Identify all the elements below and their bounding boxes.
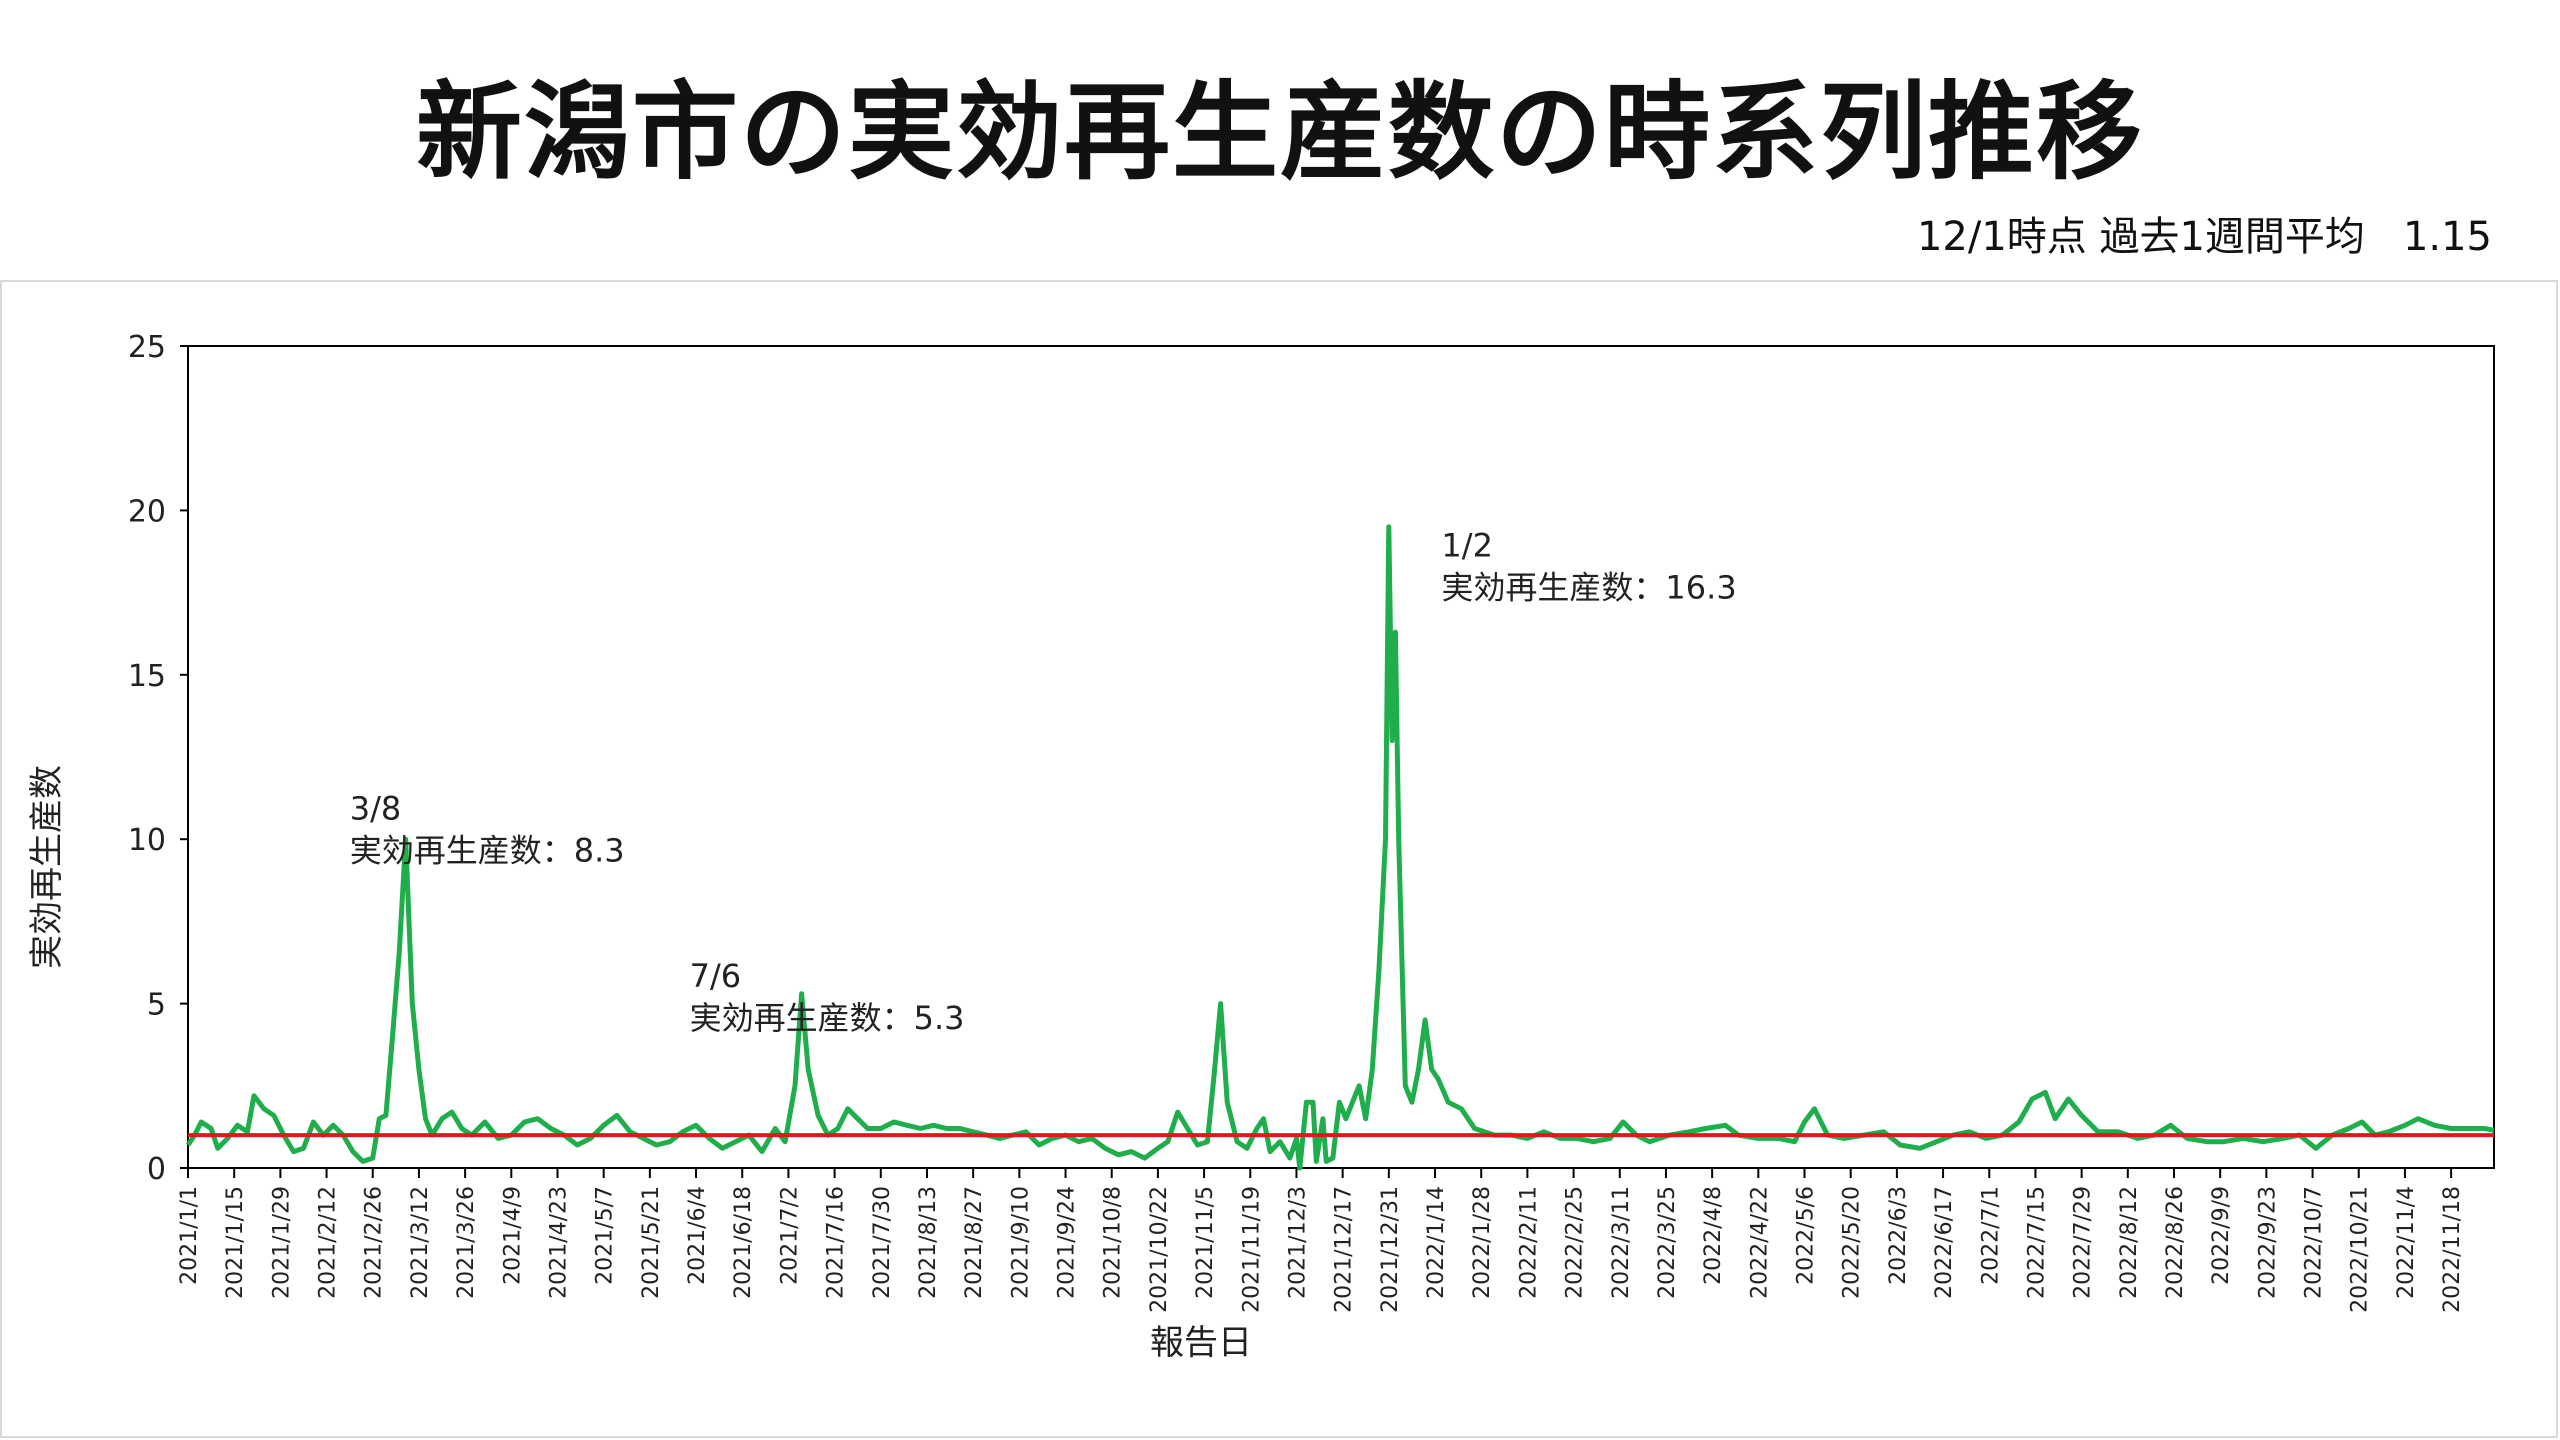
x-tick-label: 2022/10/21 [2348, 1186, 2373, 1313]
y-tick-label: 0 [147, 1152, 166, 1187]
x-tick-label: 2021/1/15 [223, 1186, 248, 1299]
annotation-date: 3/8 [350, 789, 402, 827]
x-tick-label: 2021/6/18 [731, 1186, 756, 1299]
subtitle: 12/1時点 過去1週間平均 1.15 [1917, 204, 2492, 262]
x-tick-label: 2022/2/11 [1516, 1186, 1541, 1299]
x-tick-label: 2021/5/7 [593, 1186, 618, 1285]
x-tick-label: 2021/10/8 [1101, 1186, 1126, 1299]
y-tick-label: 25 [128, 330, 166, 365]
x-tick-label: 2022/11/4 [2394, 1186, 2419, 1299]
x-axis-title: 報告日 [1150, 1323, 1252, 1363]
x-tick-label: 2021/1/29 [269, 1186, 294, 1299]
plot-area-border [187, 345, 2495, 1169]
x-tick-label: 2022/8/26 [2163, 1186, 2188, 1299]
x-tick-label: 2022/6/17 [1932, 1186, 1957, 1299]
subtitle-label: 12/1時点 過去1週間平均 [1916, 214, 2365, 260]
x-tick-label: 2022/7/15 [2024, 1186, 2049, 1299]
x-tick-label: 2021/1/1 [177, 1186, 202, 1285]
x-tick-label: 2022/3/25 [1655, 1186, 1680, 1299]
x-tick-label: 2021/3/12 [408, 1186, 433, 1299]
chart-svg: 0 5 10 15 20 25 2021/1/1 2021/1/15 2021/1/29 2021… [27, 330, 2495, 1363]
x-tick-label: 2022/5/6 [1794, 1186, 1819, 1285]
subtitle-value: 1.15 [2402, 214, 2492, 260]
annotation-value: 実効再生産数：5.3 [690, 999, 965, 1037]
x-tick-label: 2022/2/25 [1563, 1186, 1588, 1299]
x-tick-label: 2021/7/30 [870, 1186, 895, 1299]
x-tick-label: 2022/4/8 [1701, 1186, 1726, 1285]
x-tick-label: 2021/11/5 [1193, 1186, 1218, 1299]
x-tick-label: 2022/11/18 [2440, 1186, 2465, 1313]
x-tick-label: 2021/4/9 [500, 1186, 525, 1285]
x-tick-label: 2021/8/27 [962, 1186, 987, 1299]
annotation-date: 7/6 [690, 957, 742, 995]
y-tick-label: 20 [128, 494, 166, 529]
y-tick-label: 5 [147, 988, 166, 1023]
x-tick-label: 2021/12/31 [1378, 1186, 1403, 1313]
x-tick-label: 2022/9/9 [2209, 1186, 2234, 1285]
x-tick-label: 2021/9/24 [1055, 1186, 1080, 1299]
x-tick-label: 2022/8/12 [2117, 1186, 2142, 1299]
page-title: 新潟市の実効再生産数の時系列推移 [416, 71, 2144, 194]
x-tick-label: 2022/5/20 [1840, 1186, 1865, 1299]
annotation-date: 1/2 [1441, 526, 1493, 564]
x-tick-label: 2022/7/1 [1978, 1186, 2003, 1285]
x-tick-label: 2022/3/11 [1609, 1186, 1634, 1299]
x-tick-label: 2021/7/2 [777, 1186, 802, 1285]
annotation-value: 実効再生産数：16.3 [1441, 568, 1736, 606]
x-tick-label: 2021/2/26 [362, 1186, 387, 1299]
y-tick-label: 15 [128, 659, 166, 694]
x-tick-label: 2021/8/13 [916, 1186, 941, 1299]
x-tick-label: 2021/9/10 [1008, 1186, 1033, 1299]
x-tick-label: 2021/10/22 [1147, 1186, 1172, 1313]
x-tick-label: 2022/1/14 [1424, 1186, 1449, 1299]
y-axis-title: 実効再生産数 [27, 765, 67, 969]
x-tick-label: 2021/12/17 [1332, 1186, 1357, 1313]
x-tick-label: 2021/4/23 [546, 1186, 571, 1299]
x-tick-label: 2021/2/12 [316, 1186, 341, 1299]
x-tick-label: 2022/1/28 [1470, 1186, 1495, 1299]
x-tick-label: 2021/6/4 [685, 1186, 710, 1285]
x-tick-label: 2021/7/16 [824, 1186, 849, 1299]
x-tick-label: 2021/12/3 [1285, 1186, 1310, 1299]
x-tick-label: 2022/10/7 [2302, 1186, 2327, 1299]
y-tick-label: 10 [128, 823, 166, 858]
x-tick-label: 2021/3/26 [454, 1186, 479, 1299]
x-tick-label: 2021/5/21 [639, 1186, 664, 1299]
x-tick-label: 2021/11/19 [1239, 1186, 1264, 1313]
x-tick-label: 2022/4/22 [1747, 1186, 1772, 1299]
x-tick-label: 2022/7/29 [2071, 1186, 2096, 1299]
annotation-value: 実効再生産数：8.3 [350, 831, 625, 869]
x-tick-label: 2022/6/3 [1886, 1186, 1911, 1285]
x-tick-label: 2022/9/23 [2255, 1186, 2280, 1299]
chart-frame: 0 5 10 15 20 25 2021/1/1 2021/1/15 2021/1/29 2021… [0, 280, 2558, 1438]
